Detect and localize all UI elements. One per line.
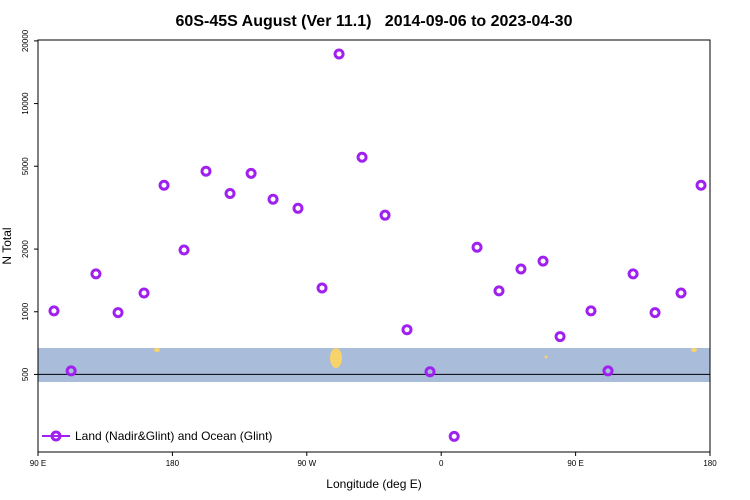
y-tick-label: 5000 [21, 157, 30, 175]
point [554, 331, 566, 343]
ocean-band-fill [38, 348, 710, 382]
x-tick-label: 0 [439, 459, 444, 468]
legend: Land (Nadir&Glint) and Ocean (Glint) [42, 429, 272, 443]
point [675, 287, 687, 299]
point [379, 209, 391, 221]
land-patch [154, 348, 160, 352]
point [48, 305, 60, 317]
point [471, 241, 483, 253]
plot-frame [37, 39, 711, 453]
point [356, 151, 368, 163]
x-tick-label: 90 W [297, 459, 316, 468]
y-tick-label: 1000 [21, 302, 30, 320]
point [537, 255, 549, 267]
point [138, 287, 150, 299]
x-tick-label: 180 [166, 459, 180, 468]
legend-marker [50, 430, 62, 442]
point [316, 282, 328, 294]
x-tick-label: 90 E [30, 459, 46, 468]
point [224, 187, 236, 199]
point [424, 366, 436, 378]
point [695, 179, 707, 191]
legend-label: Land (Nadir&Glint) and Ocean (Glint) [75, 429, 272, 443]
point [292, 202, 304, 214]
point [401, 324, 413, 336]
ocean-band [38, 348, 710, 382]
point [245, 167, 257, 179]
point [333, 48, 345, 60]
point [515, 263, 527, 275]
x-axis-label: Longitude (deg E) [326, 477, 421, 491]
point [65, 365, 77, 377]
point [649, 307, 661, 319]
point [178, 244, 190, 256]
point [448, 430, 460, 442]
point [493, 285, 505, 297]
point [267, 193, 279, 205]
point [112, 307, 124, 319]
point [602, 365, 614, 377]
x-tick-label: 90 E [567, 459, 583, 468]
point [158, 179, 170, 191]
y-axis-label: N Total [0, 227, 14, 264]
y-tick-label: 2000 [21, 240, 30, 258]
land-patch [330, 348, 342, 368]
land-patch [544, 355, 548, 359]
x-tick-label: 180 [703, 459, 717, 468]
land-patch [691, 348, 697, 352]
point [200, 165, 212, 177]
point [627, 268, 639, 280]
y-tick-label: 500 [21, 367, 30, 381]
point [585, 305, 597, 317]
y-tick-label: 20000 [21, 29, 30, 52]
point [90, 268, 102, 280]
chart-title: 60S-45S August (Ver 11.1) 2014-09-06 to … [176, 13, 573, 30]
y-tick-label: 10000 [21, 92, 30, 115]
